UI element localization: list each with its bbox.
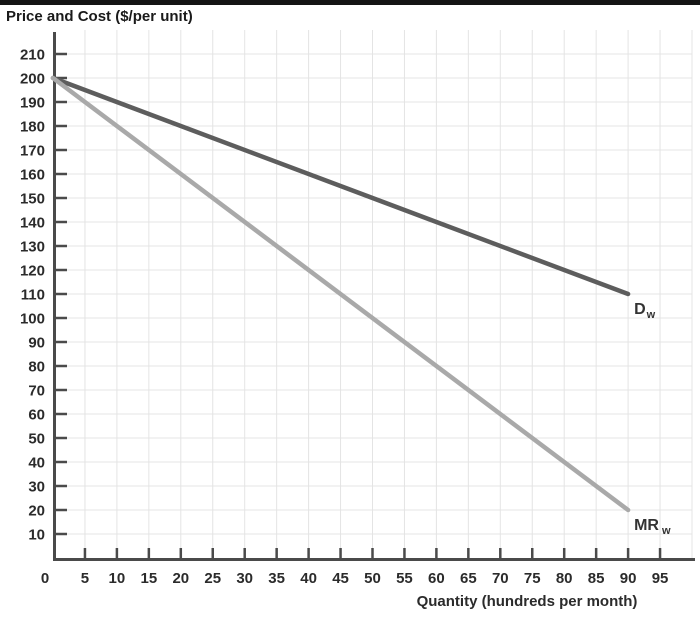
y-tick-label: 60 — [28, 407, 45, 424]
x-tick-label: 75 — [524, 570, 541, 587]
x-tick-label: 25 — [204, 570, 221, 587]
y-tick-label: 150 — [20, 191, 45, 208]
x-tick-label: 85 — [588, 570, 605, 587]
y-tick-label: 140 — [20, 215, 45, 232]
y-tick-label: 20 — [28, 503, 45, 520]
x-tick-label: 45 — [332, 570, 349, 587]
y-tick-label: 10 — [28, 527, 45, 544]
x-tick-label: 50 — [364, 570, 381, 587]
y-tick-label: 190 — [20, 95, 45, 112]
mr-curve — [50, 75, 631, 513]
y-tick-label: 120 — [20, 263, 45, 280]
y-tick-label: 40 — [28, 455, 45, 472]
x-tick-label: 40 — [300, 570, 317, 587]
y-tick-label: 100 — [20, 311, 45, 328]
y-tick-label: 90 — [28, 335, 45, 352]
y-tick-label: 80 — [28, 359, 45, 376]
grid-layer — [53, 30, 693, 558]
x-tick-label: 30 — [236, 570, 253, 587]
y-tick-label: 110 — [21, 287, 45, 304]
y-tick-label: 30 — [28, 479, 45, 496]
x-tick-label: 80 — [556, 570, 573, 587]
axis-layer: 1020304050607080901001101201301401501601… — [20, 32, 695, 587]
y-tick-label: 210 — [20, 47, 45, 64]
x-tick-label: 35 — [268, 570, 285, 587]
x-axis-label: Quantity (hundreds per month) — [417, 593, 638, 610]
x-tick-label: 0 — [41, 570, 49, 587]
y-tick-label: 200 — [20, 71, 45, 88]
x-tick-label: 5 — [81, 570, 89, 587]
x-tick-label: 10 — [109, 570, 126, 587]
y-tick-label: 70 — [28, 383, 45, 400]
y-tick-label: 160 — [20, 167, 45, 184]
x-tick-label: 95 — [652, 570, 669, 587]
x-tick-label: 70 — [492, 570, 509, 587]
chart-title: Price and Cost ($/per unit) — [6, 8, 193, 25]
x-tick-label: 65 — [460, 570, 477, 587]
x-tick-label: 15 — [141, 570, 158, 587]
y-tick-label: 180 — [20, 119, 45, 136]
x-tick-label: 20 — [172, 570, 189, 587]
demand-curve — [50, 75, 631, 297]
top-border — [0, 0, 700, 5]
y-tick-label: 170 — [20, 143, 45, 160]
x-tick-label: 55 — [396, 570, 413, 587]
x-tick-label: 60 — [428, 570, 445, 587]
x-tick-label: 90 — [620, 570, 637, 587]
y-tick-label: 50 — [28, 431, 45, 448]
y-tick-label: 130 — [20, 239, 45, 256]
